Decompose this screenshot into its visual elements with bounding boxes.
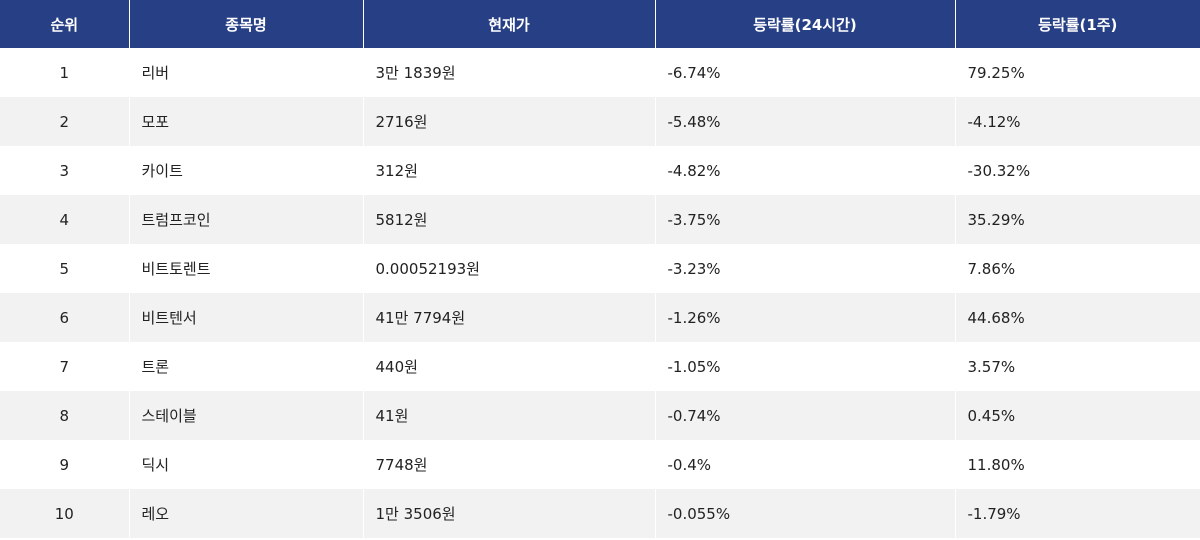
- table-cell: 비트토렌트: [128, 244, 363, 293]
- header-cell: 순위: [0, 0, 129, 48]
- table-cell: 모포: [128, 97, 363, 146]
- table-row: 7 트론 440원 -1.05% 3.57%: [0, 342, 1200, 391]
- table-cell: 0.45%: [954, 391, 1200, 440]
- table-cell: 2: [0, 97, 129, 146]
- table-cell: 3: [0, 146, 129, 195]
- table-cell: -5.48%: [654, 97, 955, 146]
- table-cell: 레오: [128, 489, 363, 538]
- table-cell: -3.23%: [654, 244, 955, 293]
- table-cell: 리버: [128, 48, 363, 97]
- table-cell: 1: [0, 48, 129, 97]
- table-cell: 3.57%: [954, 342, 1200, 391]
- table-cell: 2716원: [362, 97, 655, 146]
- table-cell: 7748원: [362, 440, 655, 489]
- table-head: 순위 종목명 현재가 등락률(24시간) 등락률(1주): [0, 0, 1200, 48]
- table-cell: 7: [0, 342, 129, 391]
- header-row: 순위 종목명 현재가 등락률(24시간) 등락률(1주): [0, 0, 1200, 48]
- header-cell: 현재가: [362, 0, 655, 48]
- table-row: 5 비트토렌트 0.00052193원 -3.23% 7.86%: [0, 244, 1200, 293]
- table-cell: -0.055%: [654, 489, 955, 538]
- table-cell: -1.26%: [654, 293, 955, 342]
- table-cell: -4.82%: [654, 146, 955, 195]
- table-row: 3 카이트 312원 -4.82% -30.32%: [0, 146, 1200, 195]
- table-cell: 스테이블: [128, 391, 363, 440]
- header-cell: 종목명: [128, 0, 363, 48]
- table-cell: 트론: [128, 342, 363, 391]
- table-cell: 트럼프코인: [128, 195, 363, 244]
- table-cell: -30.32%: [954, 146, 1200, 195]
- table-cell: 35.29%: [954, 195, 1200, 244]
- table-cell: 8: [0, 391, 129, 440]
- table-cell: 비트텐서: [128, 293, 363, 342]
- header-cell: 등락률(24시간): [654, 0, 955, 48]
- table-cell: 9: [0, 440, 129, 489]
- table-row: 6 비트텐서 41만 7794원 -1.26% 44.68%: [0, 293, 1200, 342]
- table-cell: -1.79%: [954, 489, 1200, 538]
- table-cell: 312원: [362, 146, 655, 195]
- table-cell: 1만 3506원: [362, 489, 655, 538]
- table-cell: 41만 7794원: [362, 293, 655, 342]
- table-cell: 7.86%: [954, 244, 1200, 293]
- table-cell: 440원: [362, 342, 655, 391]
- table-cell: 딕시: [128, 440, 363, 489]
- table-row: 8 스테이블 41원 -0.74% 0.45%: [0, 391, 1200, 440]
- table-cell: 3만 1839원: [362, 48, 655, 97]
- table-cell: 6: [0, 293, 129, 342]
- table-row: 4 트럼프코인 5812원 -3.75% 35.29%: [0, 195, 1200, 244]
- table-cell: 41원: [362, 391, 655, 440]
- table-cell: -0.74%: [654, 391, 955, 440]
- header-cell: 등락률(1주): [954, 0, 1200, 48]
- table-cell: 10: [0, 489, 129, 538]
- table-cell: 11.80%: [954, 440, 1200, 489]
- table-cell: 5812원: [362, 195, 655, 244]
- table-cell: 카이트: [128, 146, 363, 195]
- table-cell: 4: [0, 195, 129, 244]
- table-cell: -6.74%: [654, 48, 955, 97]
- table-cell: -0.4%: [654, 440, 955, 489]
- table-cell: 79.25%: [954, 48, 1200, 97]
- table-row: 2 모포 2716원 -5.48% -4.12%: [0, 97, 1200, 146]
- table-cell: 44.68%: [954, 293, 1200, 342]
- table-cell: -3.75%: [654, 195, 955, 244]
- table-row: 10 레오 1만 3506원 -0.055% -1.79%: [0, 489, 1200, 538]
- table-row: 9 딕시 7748원 -0.4% 11.80%: [0, 440, 1200, 489]
- table-cell: -1.05%: [654, 342, 955, 391]
- table-body: 1 리버 3만 1839원 -6.74% 79.25% 2 모포 2716원 -5.48% -4.…: [0, 48, 1200, 538]
- table-cell: 5: [0, 244, 129, 293]
- table-cell: -4.12%: [954, 97, 1200, 146]
- table-cell: 0.00052193원: [362, 244, 655, 293]
- table-row: 1 리버 3만 1839원 -6.74% 79.25%: [0, 48, 1200, 97]
